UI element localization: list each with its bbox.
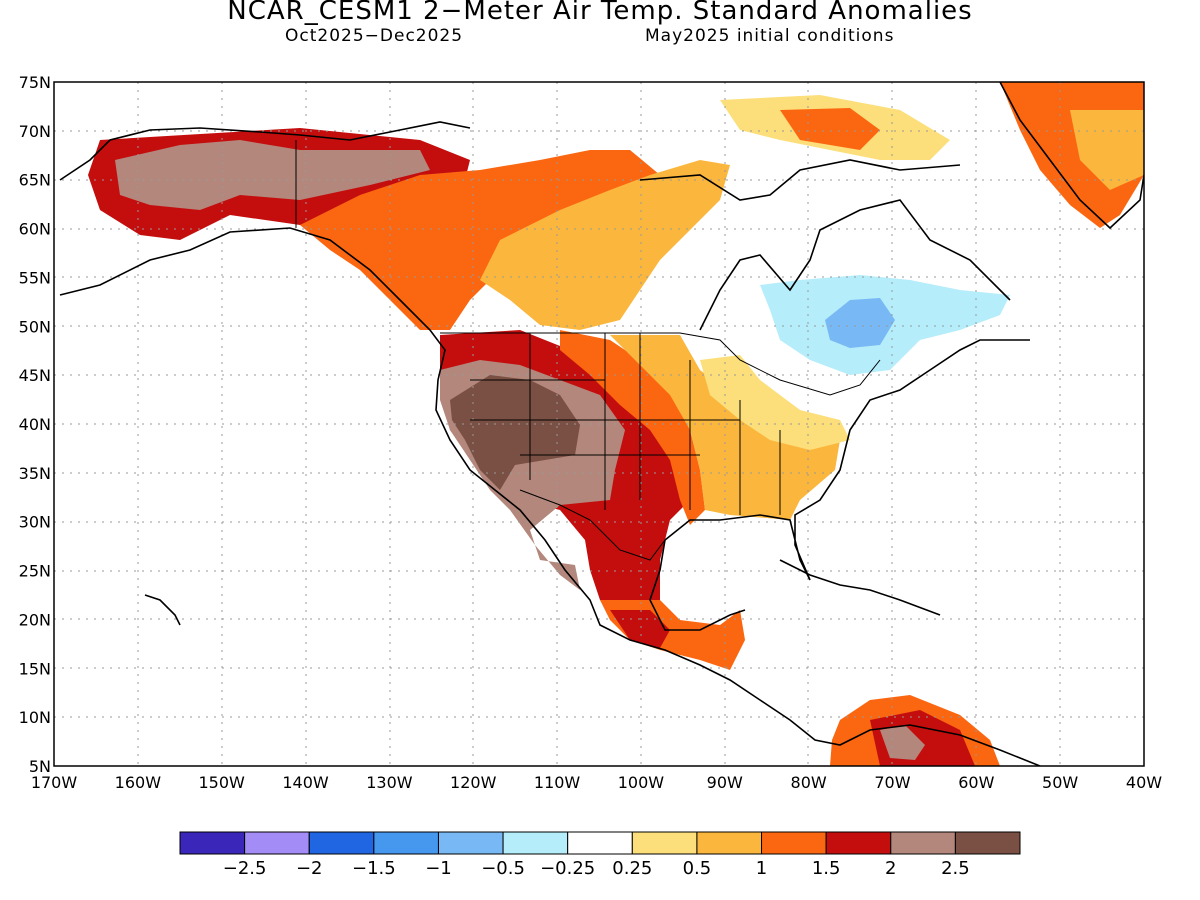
colorbar-swatch [761,831,827,855]
lon-tick-label: 160W [115,773,162,792]
map-frame [53,81,1145,767]
lat-tick-label: 20N [19,610,51,629]
lon-tick-label: 170W [31,773,78,792]
colorbar-swatch [244,831,310,855]
latitude-axis: 5N 10N 15N 20N 25N 30N 35N 40N 45N 50N 55N 60N 65N 70… [19,73,51,776]
lon-tick-label: 150W [199,773,246,792]
map-area [54,82,1144,766]
lat-tick-label: 55N [19,268,51,287]
colorbar: −2.5 −2 −1.5 −1 −0.5 −0.25 0.25 0.5 1 1.5 2 2.5 [179,831,1021,879]
lon-tick-label: 40W [1126,773,1162,792]
lon-tick-label: 130W [366,773,413,792]
lon-tick-label: 70W [874,773,910,792]
anomaly-greenland-light [1070,110,1144,190]
anomaly-sa-brown [880,725,925,760]
colorbar-label: −2.5 [223,858,267,879]
colorbar-label: 1 [756,858,767,879]
lat-tick-label: 10N [19,708,51,727]
political-borders [295,140,881,561]
colorbar-label: −0.5 [481,858,525,879]
anomaly-alaska-brown [115,140,430,210]
colorbar-label: 2 [885,858,896,879]
lat-tick-label: 25N [19,562,51,581]
longitude-axis: 170W 160W 150W 140W 130W 120W 110W 100W 90W 80W 70… [31,773,1162,792]
colorbar-label: −1 [425,858,452,879]
colorbar-swatch [179,831,246,855]
lat-tick-label: 45N [19,366,51,385]
lat-tick-label: 5N [29,757,51,776]
colorbar-label: 1.5 [812,858,841,879]
lon-tick-label: 110W [534,773,581,792]
lat-tick-label: 75N [19,73,51,92]
colorbar-label: −2 [296,858,323,879]
colorbar-swatch [954,831,1021,855]
colorbar-label: −0.25 [540,858,595,879]
lon-tick-label: 140W [282,773,329,792]
colorbar-swatch [502,831,569,855]
colorbar-label: −1.5 [352,858,396,879]
lat-tick-label: 35N [19,464,51,483]
colorbar-swatch [567,831,633,855]
lat-tick-label: 30N [19,513,51,532]
lat-tick-label: 60N [19,220,51,239]
map-title: NCAR_CESM1 2−Meter Air Temp. Standard An… [227,0,973,26]
colorbar-label: 0.25 [612,858,652,879]
colorbar-swatch [890,831,956,855]
initial-conditions: May2025 initial conditions [645,26,895,46]
colorbar-label: 2.5 [941,858,970,879]
lon-tick-label: 90W [707,773,743,792]
lon-tick-label: 50W [1042,773,1078,792]
lon-tick-label: 100W [618,773,665,792]
lat-tick-label: 40N [19,415,51,434]
anomaly-canada-light-orange [480,160,730,330]
colorbar-label: 0.5 [683,858,712,879]
colorbar-swatch [696,831,763,855]
colorbar-swatch [373,831,439,855]
lat-tick-label: 70N [19,122,51,141]
colorbar-swatch [437,831,504,855]
anomaly-arctic-orange [780,108,880,150]
lon-tick-label: 80W [791,773,827,792]
lon-tick-label: 120W [450,773,497,792]
coastlines [59,82,1144,766]
anomaly-quebec-colder [825,298,895,348]
lat-tick-label: 50N [19,317,51,336]
anomaly-us-yellow [700,355,850,450]
anomaly-fourcorners-darkbrown [450,375,580,490]
colorbar-swatch [308,831,375,855]
graticule [54,82,1144,766]
forecast-period: Oct2025−Dec2025 [285,26,464,46]
lon-tick-label: 60W [958,773,994,792]
colorbar-swatch [825,831,892,855]
lat-tick-label: 15N [19,659,51,678]
colorbar-swatch [631,831,698,855]
lat-tick-label: 65N [19,171,51,190]
anomaly-us-orange [560,330,705,525]
